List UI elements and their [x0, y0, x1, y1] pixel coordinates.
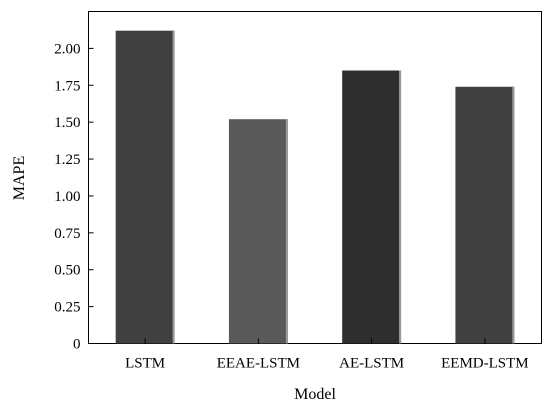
y-tick-label: 1.75	[54, 78, 80, 94]
bars-group	[115, 30, 515, 344]
y-tick-label: 0.75	[54, 226, 80, 242]
y-tick-label: 1.00	[54, 189, 80, 205]
y-tick-label: 2.00	[54, 41, 80, 57]
x-tick-label: EEAE-LSTM	[217, 356, 300, 372]
bar-edge-eemd-lstm	[512, 86, 515, 344]
y-tick-label: 0	[73, 337, 81, 353]
bar-edge-ae-lstm	[399, 70, 402, 344]
x-axis-title: Model	[294, 386, 336, 403]
plot-area-frame	[88, 11, 542, 344]
y-tick-label: 1.50	[54, 115, 80, 131]
x-axis-ticks: LSTM EEAE-LSTM AE-LSTM EEMD-LSTM	[125, 338, 529, 372]
y-tick-label: 0.25	[54, 300, 80, 316]
bar-eeae-lstm	[228, 119, 288, 344]
bar-ae-lstm	[342, 70, 402, 344]
x-tick-label: AE-LSTM	[339, 356, 404, 372]
bar-lstm	[115, 30, 175, 344]
bar-edge-lstm	[172, 30, 175, 344]
bar-eemd-lstm	[455, 86, 515, 344]
y-axis-ticks: 0 0.25 0.50 0.75 1.00 1.25 1.50 1.75 2.00	[54, 41, 94, 353]
y-tick-label: 0.50	[54, 263, 80, 279]
y-axis-title: MAPE	[11, 156, 28, 200]
y-tick-label: 1.25	[54, 152, 80, 168]
x-tick-label: EEMD-LSTM	[441, 356, 529, 372]
x-tick-label: LSTM	[125, 356, 165, 372]
bar-edge-eeae-lstm	[285, 119, 288, 344]
